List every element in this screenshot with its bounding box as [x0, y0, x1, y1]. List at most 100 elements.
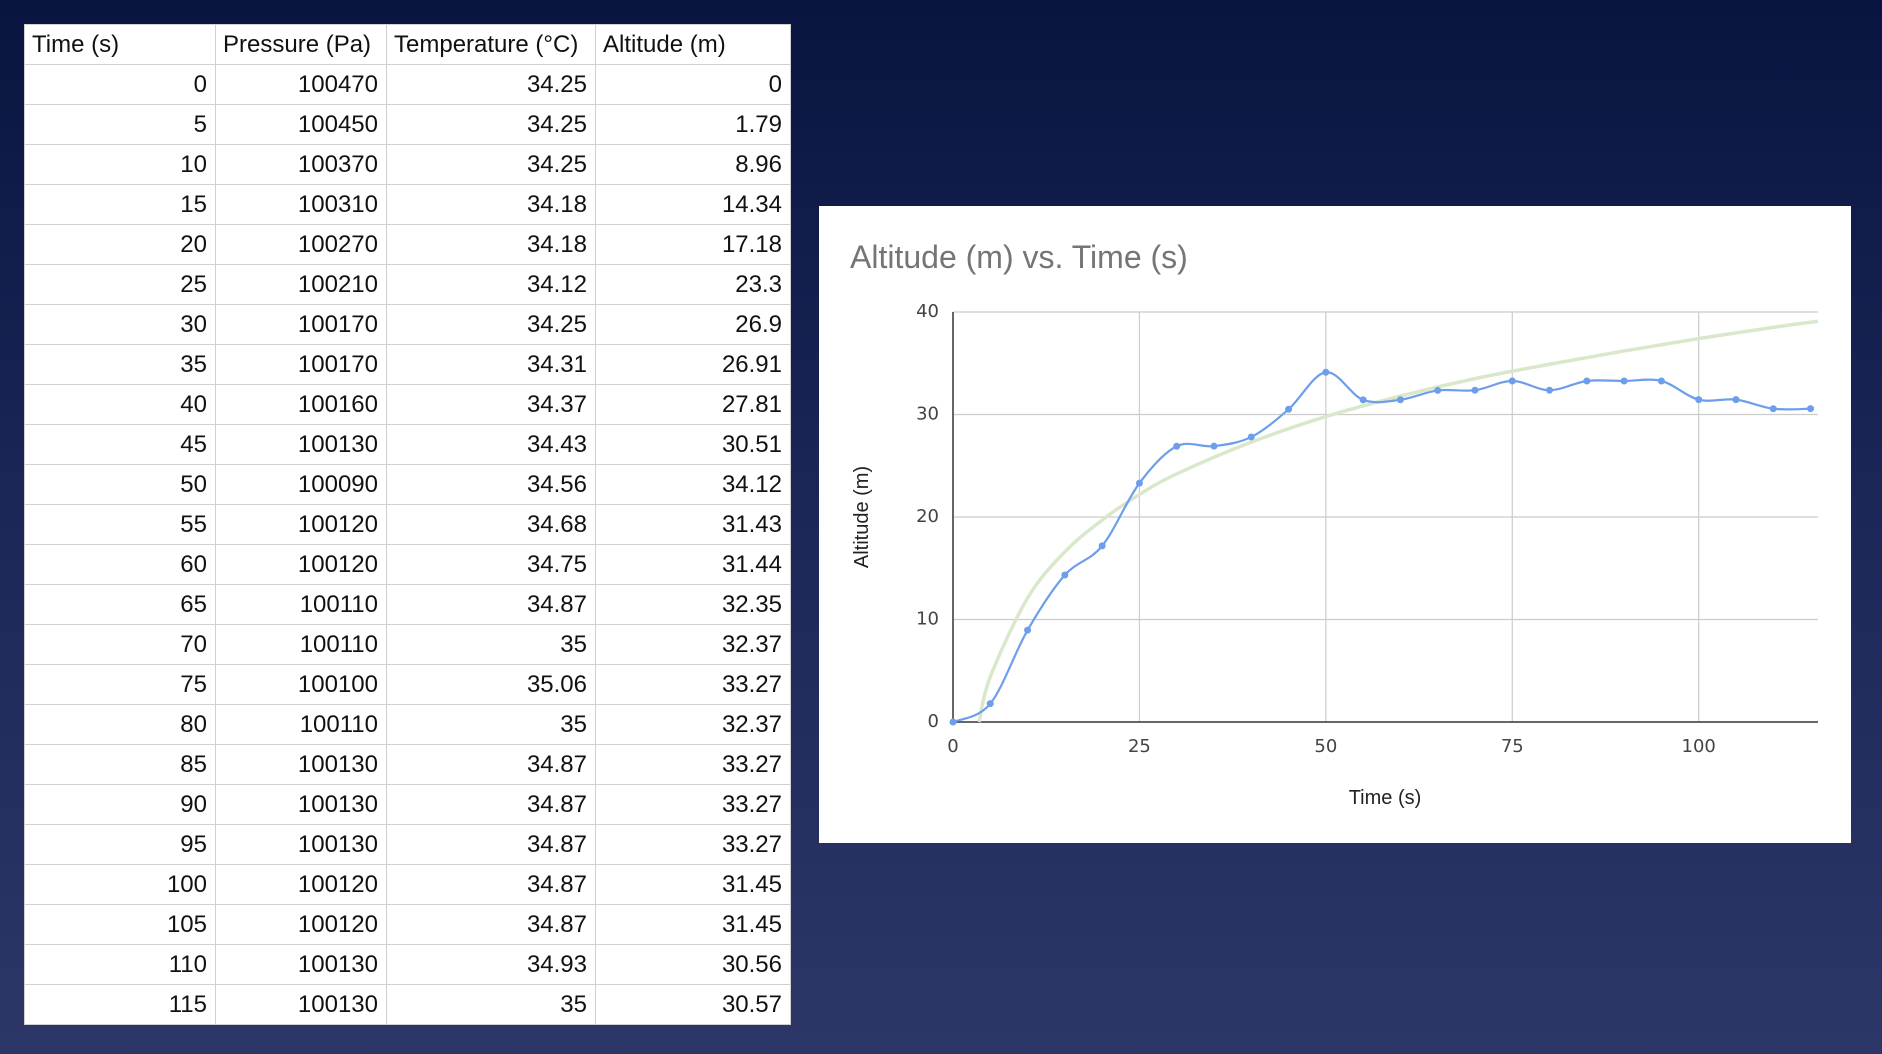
x-tick-label: 50 — [1314, 736, 1337, 757]
y-tick-label: 10 — [916, 609, 939, 630]
table-cell: 100110 — [215, 704, 387, 745]
column-header: Time (s) — [24, 24, 216, 65]
data-point — [1247, 433, 1255, 441]
table-cell: 25 — [24, 264, 216, 305]
column-header: Pressure (Pa) — [215, 24, 387, 65]
data-point — [949, 718, 957, 726]
table-cell: 1.79 — [595, 104, 791, 145]
table-cell: 100130 — [215, 744, 387, 785]
chart-title: Altitude (m) vs. Time (s) — [850, 239, 1188, 275]
table-cell: 34.87 — [386, 904, 596, 945]
table-cell: 31.43 — [595, 504, 791, 545]
y-tick-label: 30 — [916, 404, 939, 425]
table-cell: 20 — [24, 224, 216, 265]
table-row: 30 100170 34.25 26.9 — [24, 304, 791, 345]
table-row: 70 100110 35 32.37 — [24, 624, 791, 665]
data-table: Time (s) Pressure (Pa) Temperature (°C) Alt… — [24, 24, 791, 1025]
table-cell: 50 — [24, 464, 216, 505]
table-cell: 35 — [386, 984, 596, 1025]
table-cell: 100120 — [215, 504, 387, 545]
y-axis-title: Altitude (m) — [851, 466, 873, 568]
table-cell: 5 — [24, 104, 216, 145]
data-point — [1471, 386, 1479, 394]
table-cell: 95 — [24, 824, 216, 865]
table-cell: 40 — [24, 384, 216, 425]
table-cell: 100120 — [215, 904, 387, 945]
table-cell: 100310 — [215, 184, 387, 225]
table-cell: 100370 — [215, 144, 387, 185]
data-point — [1098, 542, 1106, 550]
data-point — [1807, 405, 1815, 413]
table-cell: 34.56 — [386, 464, 596, 505]
table-cell: 90 — [24, 784, 216, 825]
table-row: 55 100120 34.68 31.43 — [24, 504, 791, 545]
table-row: 75 100100 35.06 33.27 — [24, 664, 791, 705]
x-tick-label: 25 — [1128, 736, 1151, 757]
table-cell: 0 — [24, 64, 216, 105]
table-cell: 34.87 — [386, 784, 596, 825]
table-cell: 0 — [595, 64, 791, 105]
table-cell: 34.31 — [386, 344, 596, 385]
table-cell: 33.27 — [595, 824, 791, 865]
table-row: 90 100130 34.87 33.27 — [24, 784, 791, 825]
series-line — [952, 371, 1811, 724]
table-cell: 35.06 — [386, 664, 596, 705]
table-cell: 100110 — [215, 624, 387, 665]
table-cell: 30.56 — [595, 944, 791, 985]
table-cell: 100160 — [215, 384, 387, 425]
table-cell: 100170 — [215, 304, 387, 345]
table-cell: 100170 — [215, 344, 387, 385]
table-row: 5 100450 34.25 1.79 — [24, 104, 791, 145]
table-row: 50 100090 34.56 34.12 — [24, 464, 791, 505]
table-cell: 30 — [24, 304, 216, 345]
table-cell: 100 — [24, 864, 216, 905]
table-cell: 85 — [24, 744, 216, 785]
table-cell: 35 — [386, 624, 596, 665]
data-point — [1695, 396, 1703, 404]
table-cell: 70 — [24, 624, 216, 665]
table-cell: 34.25 — [386, 144, 596, 185]
data-point — [1583, 377, 1591, 385]
table-cell: 34.25 — [386, 104, 596, 145]
data-point — [1024, 626, 1032, 634]
gridlines — [953, 311, 1818, 722]
table-cell: 65 — [24, 584, 216, 625]
table-cell: 100130 — [215, 424, 387, 465]
table-cell: 100450 — [215, 104, 387, 145]
data-point — [1173, 442, 1181, 450]
table-cell: 14.34 — [595, 184, 791, 225]
series-layer — [949, 368, 1815, 726]
table-cell: 34.18 — [386, 184, 596, 225]
trendline — [977, 319, 1819, 723]
table-cell: 60 — [24, 544, 216, 585]
table-cell: 100130 — [215, 784, 387, 825]
data-point — [1061, 571, 1069, 579]
table-row: 100 100120 34.87 31.45 — [24, 864, 791, 905]
table-cell: 30.57 — [595, 984, 791, 1025]
table-cell: 8.96 — [595, 144, 791, 185]
table-row: 10 100370 34.25 8.96 — [24, 144, 791, 185]
column-header: Temperature (°C) — [386, 24, 596, 65]
table-cell: 100270 — [215, 224, 387, 265]
table-cell: 100210 — [215, 264, 387, 305]
data-point — [1769, 405, 1777, 413]
data-point — [1359, 396, 1367, 404]
table-cell: 34.87 — [386, 744, 596, 785]
data-point — [1135, 479, 1143, 487]
table-cell: 31.44 — [595, 544, 791, 585]
table-row: 35 100170 34.31 26.91 — [24, 344, 791, 385]
table-cell: 30.51 — [595, 424, 791, 465]
data-point — [1322, 368, 1330, 376]
table-row: 25 100210 34.12 23.3 — [24, 264, 791, 305]
table-cell: 33.27 — [595, 664, 791, 705]
table-cell: 100120 — [215, 544, 387, 585]
table-row: 80 100110 35 32.37 — [24, 704, 791, 745]
table-cell: 33.27 — [595, 744, 791, 785]
table-cell: 31.45 — [595, 904, 791, 945]
data-point — [1210, 442, 1218, 450]
table-cell: 26.9 — [595, 304, 791, 345]
table-cell: 33.27 — [595, 784, 791, 825]
table-row: 105 100120 34.87 31.45 — [24, 904, 791, 945]
table-cell: 10 — [24, 144, 216, 185]
table-cell: 34.25 — [386, 304, 596, 345]
